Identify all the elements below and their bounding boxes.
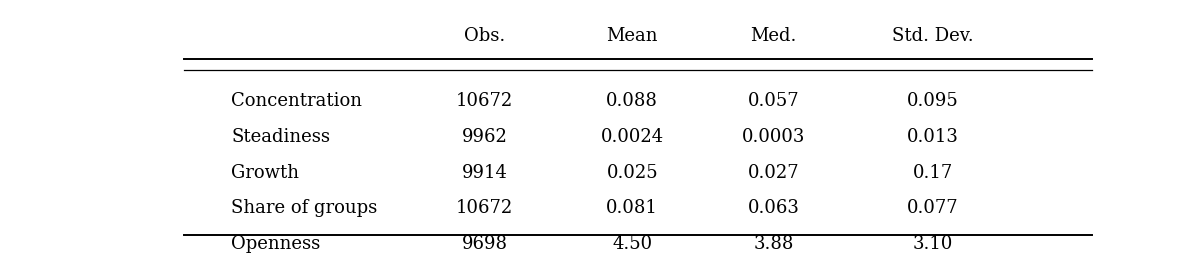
- Text: Std. Dev.: Std. Dev.: [892, 27, 974, 45]
- Text: Med.: Med.: [751, 27, 797, 45]
- Text: Openness: Openness: [232, 235, 320, 253]
- Text: Growth: Growth: [232, 164, 299, 182]
- Text: 0.025: 0.025: [606, 164, 658, 182]
- Text: 0.081: 0.081: [606, 199, 658, 217]
- Text: Mean: Mean: [606, 27, 658, 45]
- Text: 0.077: 0.077: [907, 199, 959, 217]
- Text: 0.063: 0.063: [748, 199, 800, 217]
- Text: 9962: 9962: [462, 128, 508, 146]
- Text: 4.50: 4.50: [612, 235, 652, 253]
- Text: 0.027: 0.027: [748, 164, 799, 182]
- Text: Share of groups: Share of groups: [232, 199, 377, 217]
- Text: 0.0024: 0.0024: [600, 128, 664, 146]
- Text: 0.095: 0.095: [907, 92, 959, 110]
- Text: Steadiness: Steadiness: [232, 128, 330, 146]
- Text: 0.013: 0.013: [907, 128, 959, 146]
- Text: 3.10: 3.10: [913, 235, 953, 253]
- Text: Concentration: Concentration: [232, 92, 363, 110]
- Text: 0.088: 0.088: [606, 92, 658, 110]
- Text: 0.0003: 0.0003: [742, 128, 805, 146]
- Text: 9698: 9698: [462, 235, 508, 253]
- Text: 3.88: 3.88: [754, 235, 794, 253]
- Text: 0.057: 0.057: [748, 92, 799, 110]
- Text: Obs.: Obs.: [465, 27, 506, 45]
- Text: 9914: 9914: [462, 164, 508, 182]
- Text: 10672: 10672: [456, 199, 513, 217]
- Text: 10672: 10672: [456, 92, 513, 110]
- Text: 0.17: 0.17: [913, 164, 953, 182]
